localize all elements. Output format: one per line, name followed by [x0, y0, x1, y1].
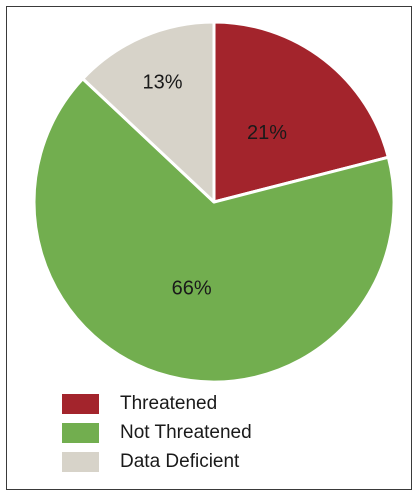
legend-label-data-deficient: Data Deficient [120, 450, 240, 472]
legend-item-not-threatened: Not Threatened [62, 420, 252, 445]
legend-item-data-deficient: Data Deficient [62, 449, 252, 474]
legend-label-not-threatened: Not Threatened [120, 421, 252, 443]
legend-swatch-not-threatened [62, 422, 99, 443]
legend-swatch-threatened [62, 393, 99, 414]
legend: Threatened Not Threatened Data Deficient [62, 391, 252, 478]
data-label-not-threatened: 66% [172, 277, 212, 299]
pie-slice-threatened [212, 20, 390, 204]
data-label-threatened: 21% [247, 122, 287, 144]
data-label-data-deficient: 13% [142, 71, 182, 93]
pie-slice-data-deficient [81, 20, 216, 204]
legend-swatch-data-deficient [62, 451, 99, 472]
legend-item-threatened: Threatened [62, 391, 252, 416]
pie-slice-not-threatened [32, 77, 396, 384]
legend-label-threatened: Threatened [120, 392, 218, 414]
